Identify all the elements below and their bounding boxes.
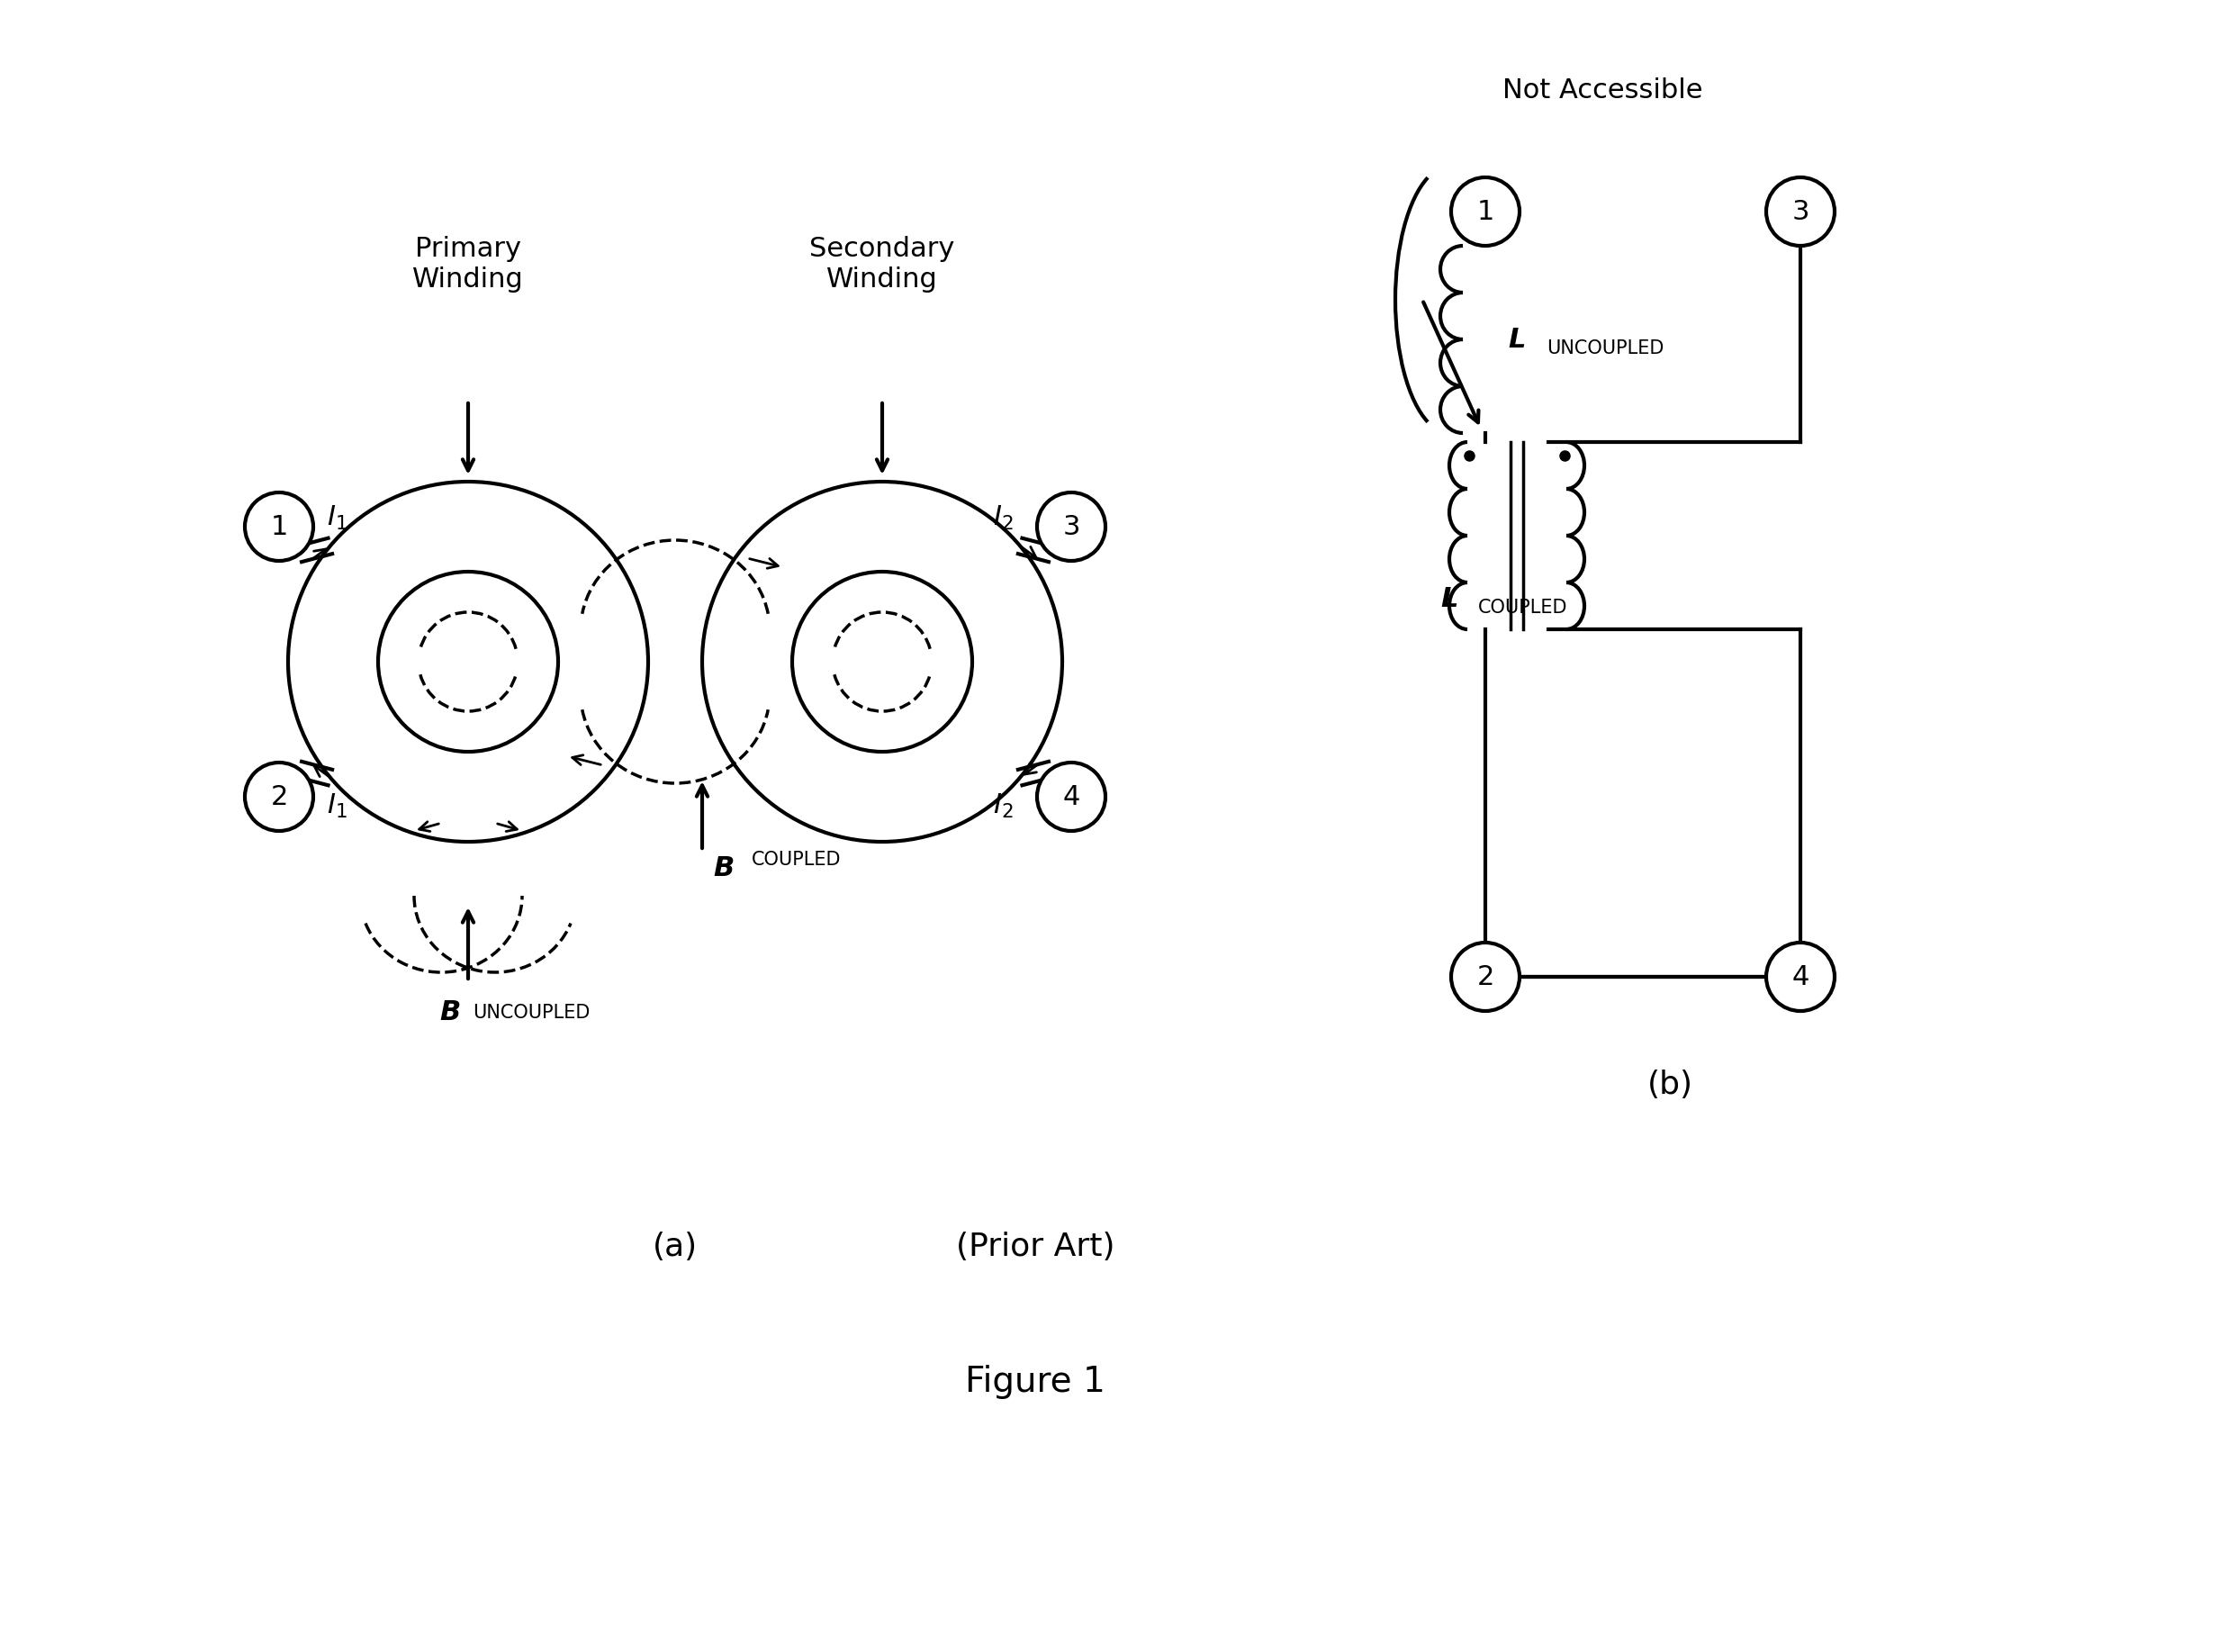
Text: B: B (439, 999, 462, 1026)
Text: Figure 1: Figure 1 (965, 1365, 1105, 1399)
Circle shape (244, 763, 313, 831)
Circle shape (244, 492, 313, 562)
Text: I$_2$: I$_2$ (992, 791, 1014, 819)
Text: (Prior Art): (Prior Art) (956, 1232, 1114, 1262)
Text: L: L (1440, 585, 1458, 611)
Text: L: L (1509, 327, 1524, 352)
Text: COUPLED: COUPLED (1478, 598, 1567, 616)
Circle shape (1451, 943, 1520, 1011)
Circle shape (1036, 763, 1105, 831)
Text: UNCOUPLED: UNCOUPLED (473, 1004, 590, 1023)
Text: COUPLED: COUPLED (752, 851, 841, 869)
Text: 1: 1 (271, 514, 288, 540)
Text: I$_2$: I$_2$ (992, 504, 1014, 532)
Text: 2: 2 (1476, 963, 1493, 990)
Circle shape (1766, 943, 1835, 1011)
Text: B: B (712, 856, 734, 882)
Text: Not Accessible: Not Accessible (1502, 78, 1702, 104)
Text: Primary
Winding: Primary Winding (413, 236, 524, 292)
Text: I$_1$: I$_1$ (326, 504, 348, 532)
Text: 3: 3 (1063, 514, 1081, 540)
Text: UNCOUPLED: UNCOUPLED (1547, 339, 1664, 357)
Text: 1: 1 (1476, 198, 1493, 225)
Text: (b): (b) (1646, 1069, 1693, 1100)
Text: 3: 3 (1791, 198, 1808, 225)
Text: 2: 2 (271, 783, 288, 809)
Text: (a): (a) (652, 1232, 697, 1262)
Text: 4: 4 (1063, 783, 1081, 809)
Circle shape (1451, 177, 1520, 246)
Text: Secondary
Winding: Secondary Winding (810, 236, 954, 292)
Circle shape (1766, 177, 1835, 246)
Text: 4: 4 (1791, 963, 1808, 990)
Text: I$_1$: I$_1$ (326, 791, 348, 819)
Circle shape (1036, 492, 1105, 562)
